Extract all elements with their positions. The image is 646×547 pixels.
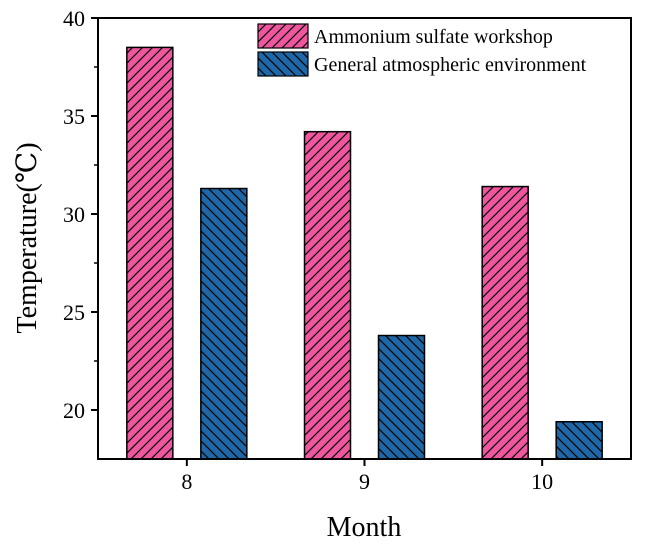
bar-ammonium-sulfate-8 [126, 46, 174, 460]
legend-swatch-ammonium-sulfate [257, 23, 309, 49]
bar-general-atmospheric-8 [200, 187, 248, 460]
x-tick-label: 9 [359, 469, 370, 494]
y-tick-label: 20 [63, 398, 85, 423]
y-tick-label: 25 [63, 300, 85, 325]
legend-label: General atmospheric environment [314, 54, 587, 76]
bar-general-atmospheric-9 [377, 334, 426, 460]
bar-ammonium-sulfate-10 [481, 185, 529, 460]
y-axis-title: Temperature(℃) [12, 142, 43, 333]
y-tick-label: 40 [63, 6, 85, 31]
x-tick-label: 8 [181, 469, 192, 494]
x-tick-label: 10 [531, 469, 553, 494]
x-axis-title: Month [327, 512, 402, 543]
legend-swatch-general-atmospheric [257, 51, 309, 77]
legend: Ammonium sulfate workshop General atmosph… [257, 23, 587, 77]
bar-ammonium-sulfate-9 [303, 130, 352, 460]
y-tick-label: 35 [63, 104, 85, 129]
axes-layer: 8 9 10 20 25 30 35 40 [63, 6, 553, 494]
y-tick-label: 30 [63, 202, 85, 227]
bars-layer [126, 46, 603, 460]
bar-general-atmospheric-10 [555, 421, 603, 460]
plot-frame [97, 17, 632, 460]
legend-label: Ammonium sulfate workshop [314, 26, 553, 48]
